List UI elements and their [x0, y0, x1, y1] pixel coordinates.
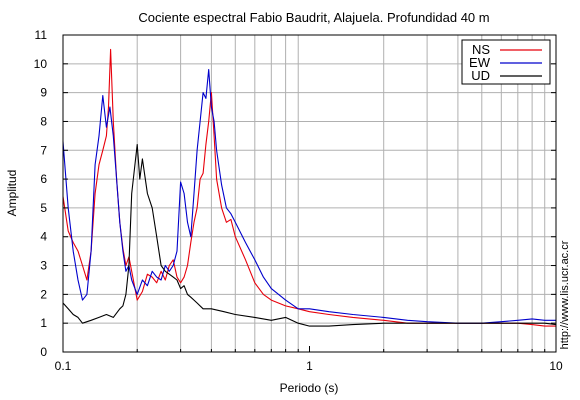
- legend-label-ew: EW: [469, 55, 491, 70]
- chart-title: Cociente espectral Fabio Baudrit, Alajue…: [138, 10, 489, 25]
- y-tick-label: 8: [40, 114, 47, 128]
- legend-label-ns: NS: [472, 42, 490, 57]
- series-line-ns: [62, 48, 556, 327]
- y-tick-label: 7: [40, 143, 47, 157]
- y-tick-label: 10: [34, 57, 48, 71]
- y-tick-label: 6: [40, 172, 47, 186]
- y-tick-label: 3: [40, 259, 47, 273]
- y-tick-label: 2: [40, 287, 47, 301]
- grid-lines: [63, 35, 556, 352]
- series-layer: [62, 48, 557, 327]
- axis-ticks: 0.1 1 10 0 1 2 3 4 5 6 7 8 9 10 11: [34, 28, 563, 373]
- y-axis-label: Amplitud: [5, 170, 19, 217]
- series-line-ew: [62, 69, 556, 324]
- legend-label-ud: UD: [471, 68, 490, 83]
- y-tick-label: 4: [40, 230, 47, 244]
- y-tick-label: 11: [35, 28, 48, 42]
- y-tick-label: 0: [40, 345, 47, 359]
- y-tick-label: 9: [40, 86, 47, 100]
- credit-url: http://www.lis.ucr.ac.cr: [559, 240, 571, 349]
- x-tick-label: 0.1: [55, 359, 72, 373]
- y-tick-label: 1: [40, 316, 47, 330]
- x-tick-label: 1: [306, 359, 313, 373]
- legend-box: [461, 39, 551, 85]
- series-line-ud: [62, 143, 557, 327]
- y-tick-label: 5: [40, 201, 47, 215]
- x-tick-label: 10: [549, 359, 563, 373]
- x-axis-label: Periodo (s): [280, 381, 339, 395]
